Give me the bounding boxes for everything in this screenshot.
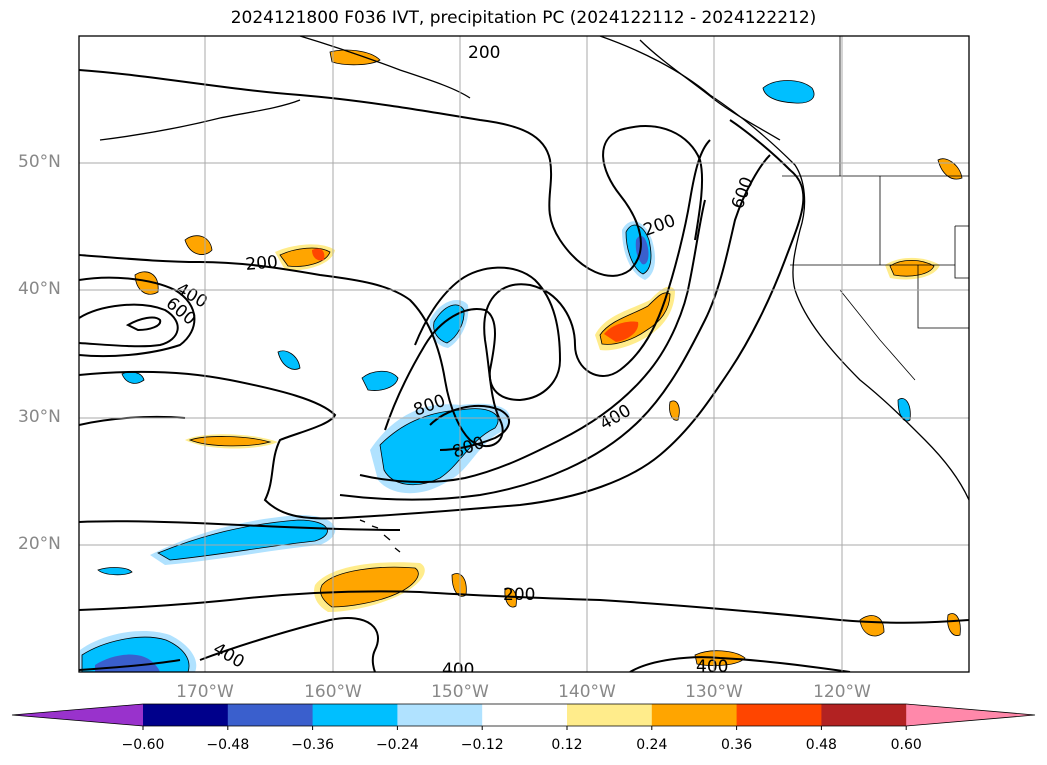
- precip-blob-negative: [762, 80, 815, 104]
- gridlines: [79, 36, 969, 672]
- precip-blob-positive: [859, 615, 885, 637]
- contour-label: 200: [503, 585, 535, 605]
- precip-blob-positive: [504, 588, 517, 608]
- colorbar-tick-label: 0.60: [890, 737, 922, 753]
- precip-blob-negative: [157, 519, 328, 561]
- colorbar-tick-label: 0.48: [805, 737, 837, 753]
- contour-label: 200: [468, 43, 500, 63]
- lon-label-170w: 170°W: [176, 682, 234, 702]
- lat-label-40n: 40°N: [18, 279, 61, 299]
- colorbar-tick-label: −0.12: [460, 737, 504, 753]
- map-frame: [78, 35, 970, 673]
- lon-label-160w: 160°W: [304, 682, 362, 702]
- precip-blob-positive: [320, 566, 419, 608]
- state-borders: [782, 36, 969, 381]
- colorbar-segment: [143, 704, 229, 726]
- precip-blob-positive: [947, 613, 961, 636]
- precip-blob-positive: [188, 436, 272, 447]
- coastlines: [99, 36, 969, 553]
- lon-label-130w: 130°W: [685, 682, 743, 702]
- colorbar-tick-label: −0.60: [121, 737, 165, 753]
- ivt-contours: [79, 69, 969, 672]
- precip-blob-positive: [329, 49, 381, 66]
- precip-blob-negative: [379, 408, 499, 485]
- colorbar-segment: [397, 704, 483, 726]
- colorbar-segment: [736, 704, 822, 726]
- map-title: 2024121800 F036 IVT, precipitation PC (2…: [230, 8, 817, 28]
- precip-blob-positive: [184, 235, 213, 255]
- colorbar-segment: [651, 704, 738, 726]
- precip-blob-negative: [121, 371, 145, 384]
- precip-shading: [80, 49, 963, 672]
- colorbar: [11, 703, 1036, 730]
- precip-blob-positive: [134, 271, 159, 295]
- precip-blob-positive: [937, 158, 963, 180]
- precip-blob-negative: [277, 350, 301, 370]
- colorbar-extend-low: [12, 704, 143, 726]
- lon-label-140w: 140°W: [558, 682, 616, 702]
- precip-blob-negative: [897, 398, 911, 422]
- colorbar-segment: [567, 704, 653, 726]
- lat-label-50n: 50°N: [18, 152, 61, 172]
- colorbar-tick-label: −0.36: [291, 737, 335, 753]
- lat-label-20n: 20°N: [18, 534, 61, 554]
- precip-blob-negative: [97, 567, 133, 576]
- contour-label: 200: [641, 211, 678, 241]
- lat-label-30n: 30°N: [18, 407, 61, 427]
- colorbar-segment: [227, 704, 314, 726]
- precip-blob-negative: [361, 370, 399, 391]
- precip-blob-positive: [889, 259, 935, 277]
- colorbar-extend-high: [906, 704, 1035, 726]
- precip-blob-positive: [669, 400, 680, 421]
- lon-label-150w: 150°W: [431, 682, 489, 702]
- colorbar-tick-label: 0.36: [721, 737, 753, 753]
- colorbar-tick-label: −0.24: [375, 737, 419, 753]
- colorbar-segment: [821, 704, 907, 726]
- colorbar-tick-label: −0.48: [206, 737, 250, 753]
- contour-label: 400: [442, 660, 474, 680]
- contour-label: 400: [210, 639, 248, 673]
- precip-blob-positive: [312, 248, 325, 261]
- colorbar-tick-label: 0.12: [551, 737, 583, 753]
- colorbar-segment: [482, 704, 568, 726]
- precip-blob-positive: [451, 573, 467, 597]
- colorbar-segment: [312, 704, 398, 726]
- precip-blob-positive: [604, 321, 639, 342]
- lon-label-120w: 120°W: [813, 682, 871, 702]
- colorbar-tick-label: 0.24: [636, 737, 668, 753]
- contour-label: 400: [696, 657, 728, 677]
- contour-label: 200: [245, 252, 279, 275]
- contour-label: 600: [728, 174, 758, 211]
